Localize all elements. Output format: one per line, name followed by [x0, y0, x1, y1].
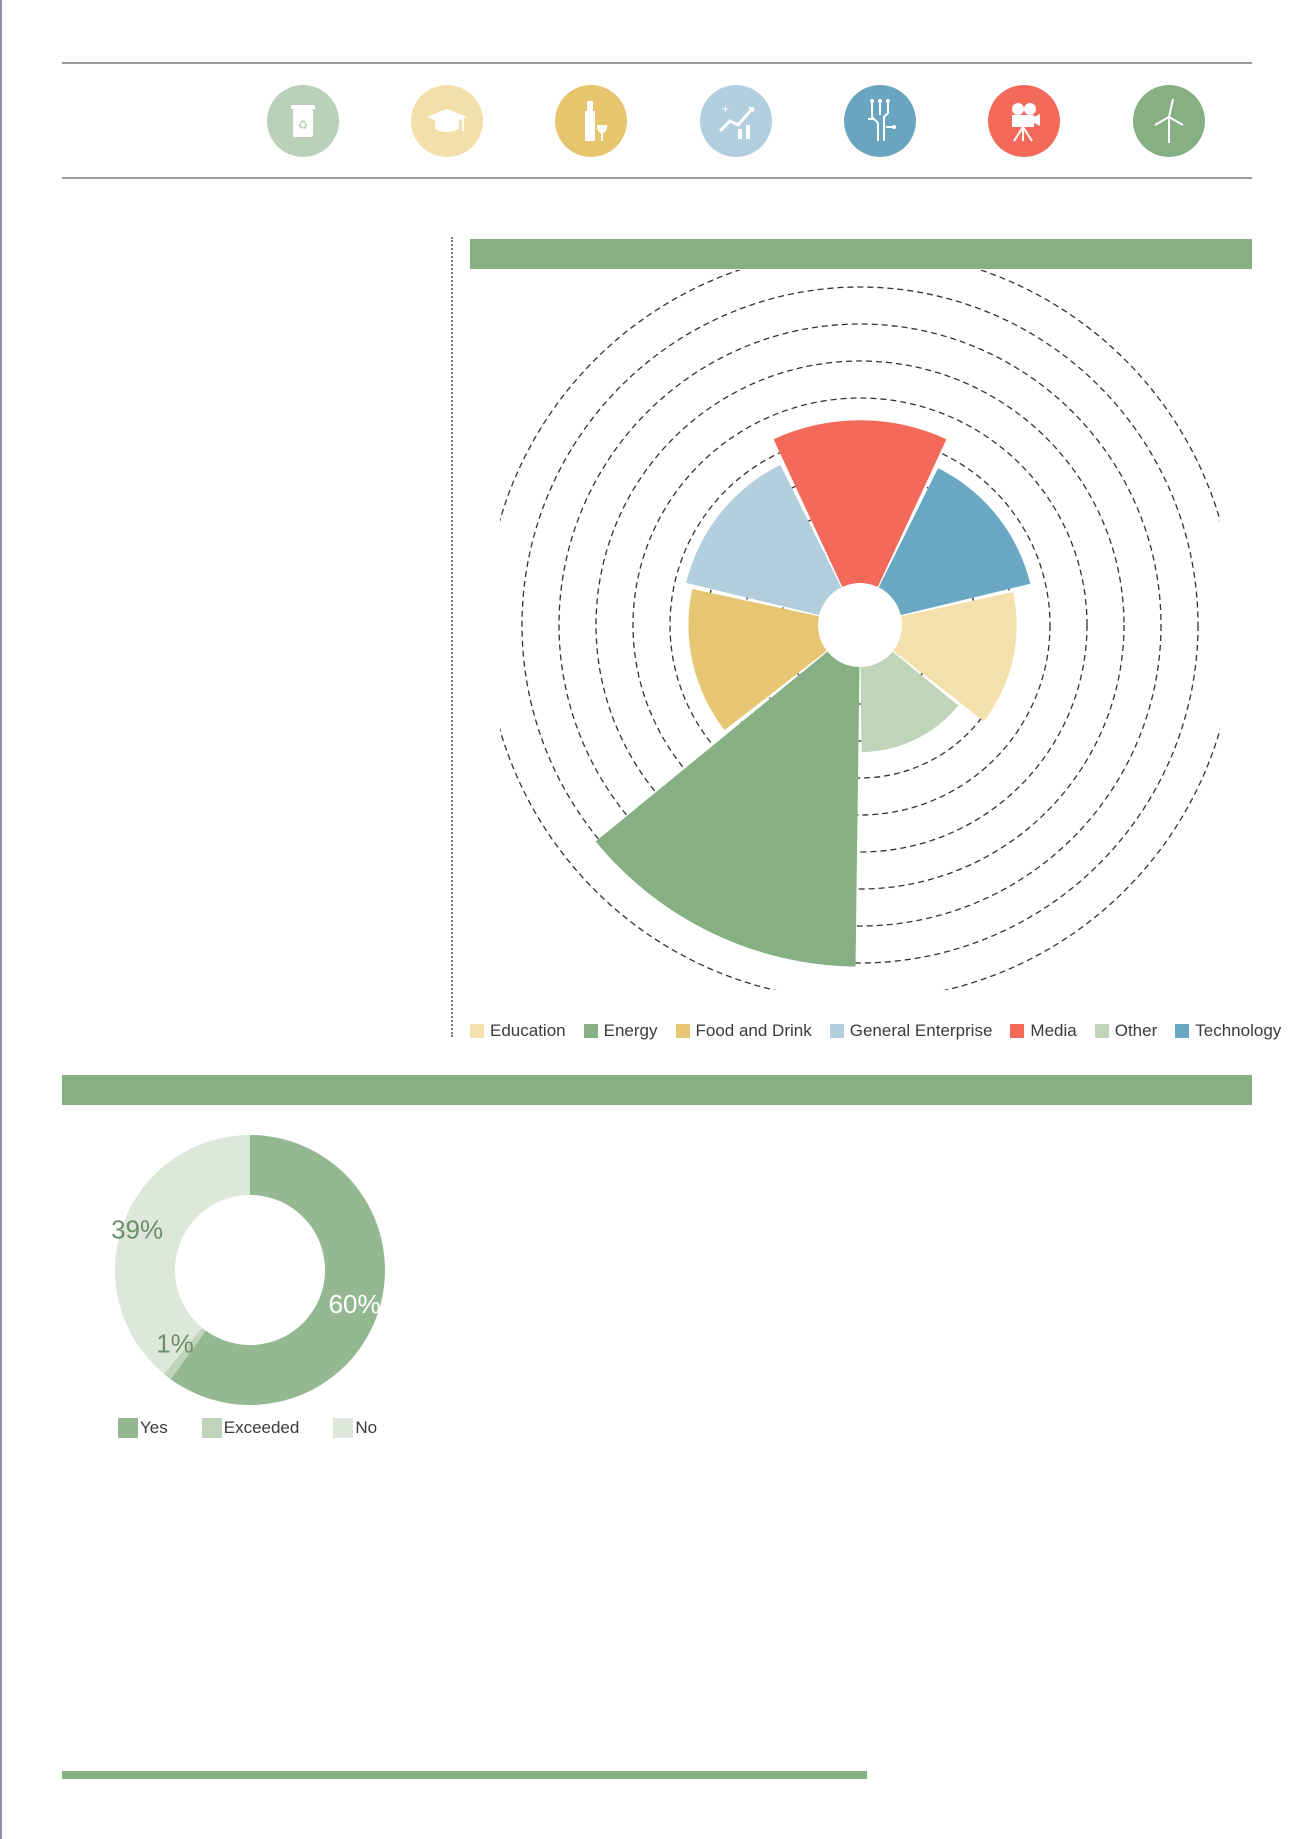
legend-item: Food and Drink — [675, 1021, 812, 1041]
sector-legend: Education Energy Food and Drink General Ent… — [470, 1021, 1299, 1041]
legend-swatch — [470, 1024, 484, 1038]
legend-swatch — [333, 1418, 354, 1438]
legend-swatch — [583, 1024, 598, 1038]
legend-item: Technology — [1175, 1021, 1281, 1041]
legend-item: Media — [1010, 1021, 1077, 1041]
donut-legend-item: Yes — [118, 1418, 168, 1438]
sector-technology — [878, 468, 1031, 616]
graduation-cap-icon — [411, 85, 483, 157]
sector-education — [893, 592, 1017, 722]
legend-label: No — [355, 1418, 378, 1437]
page-left-edge — [0, 0, 2, 1839]
column-divider — [451, 237, 453, 1037]
legend-item: Education — [470, 1021, 566, 1041]
sector-media — [773, 420, 947, 587]
donut-label-yes: 60% — [329, 1289, 381, 1319]
target-donut-chart: 60% 1% 39% — [111, 1135, 386, 1405]
legend-label: Energy — [603, 1021, 658, 1040]
legend-item: Energy — [583, 1021, 658, 1041]
legend-label: Yes — [140, 1418, 168, 1437]
sector-food-and-drink — [688, 589, 827, 731]
bottle-and-glass-icon — [555, 85, 627, 157]
sectors — [595, 420, 1031, 967]
section-band-targets — [62, 1075, 1252, 1105]
top-rule — [62, 62, 1252, 64]
legend-label: Media — [1030, 1021, 1077, 1040]
sector-general-enterprise — [686, 464, 842, 616]
legend-swatch — [675, 1024, 690, 1038]
legend-swatch — [201, 1418, 222, 1438]
ring-gridline — [595, 360, 1125, 890]
sector-energy — [595, 651, 860, 967]
legend-label: General Enterprise — [849, 1021, 993, 1040]
donut-segment-exceeded — [163, 1327, 206, 1380]
footer-bar — [62, 1771, 867, 1779]
legend-label: Technology — [1195, 1021, 1282, 1040]
legend-label: Exceeded — [223, 1418, 300, 1437]
legend-swatch — [118, 1418, 138, 1438]
donut-labels: 60% 1% 39% — [111, 1214, 381, 1358]
wind-turbine-icon — [1133, 85, 1205, 157]
donut-legend-item: No — [333, 1418, 377, 1438]
legend-label: Other — [1114, 1021, 1158, 1040]
icon-row-rule — [62, 177, 1252, 179]
legend-swatch — [1094, 1024, 1109, 1038]
donut-legend: Yes Exceeded No — [118, 1418, 411, 1438]
legend-swatch — [1175, 1024, 1190, 1038]
donut-segments — [115, 1135, 386, 1405]
sector-other — [860, 651, 959, 753]
sector-polar-area-chart — [500, 270, 1220, 990]
legend-swatch — [829, 1024, 844, 1038]
svg-text:+: + — [722, 102, 729, 116]
growth-chart-icon: + — [700, 85, 772, 157]
film-camera-icon — [988, 85, 1060, 157]
circuit-board-icon — [844, 85, 916, 157]
ring-gridline — [500, 270, 1220, 990]
legend-label: Education — [490, 1021, 566, 1040]
ring-gridlines — [500, 270, 1220, 990]
ring-gridline — [521, 286, 1199, 964]
recycling-bin-icon: ♻ — [267, 85, 339, 157]
legend-item: General Enterprise — [829, 1021, 993, 1041]
legend-label: Food and Drink — [695, 1021, 812, 1040]
donut-label-exceeded: 1% — [156, 1328, 194, 1358]
ring-gridline — [632, 397, 1088, 853]
section-band-sectors — [470, 239, 1252, 269]
svg-text:♻: ♻ — [298, 118, 309, 132]
donut-segment-no — [115, 1135, 251, 1375]
donut-segment-yes — [170, 1135, 386, 1405]
legend-swatch — [1010, 1024, 1025, 1038]
donut-legend-item: Exceeded — [201, 1418, 300, 1438]
donut-label-no: 39% — [111, 1214, 163, 1244]
ring-gridline — [558, 323, 1162, 927]
legend-item: Other — [1094, 1021, 1158, 1041]
